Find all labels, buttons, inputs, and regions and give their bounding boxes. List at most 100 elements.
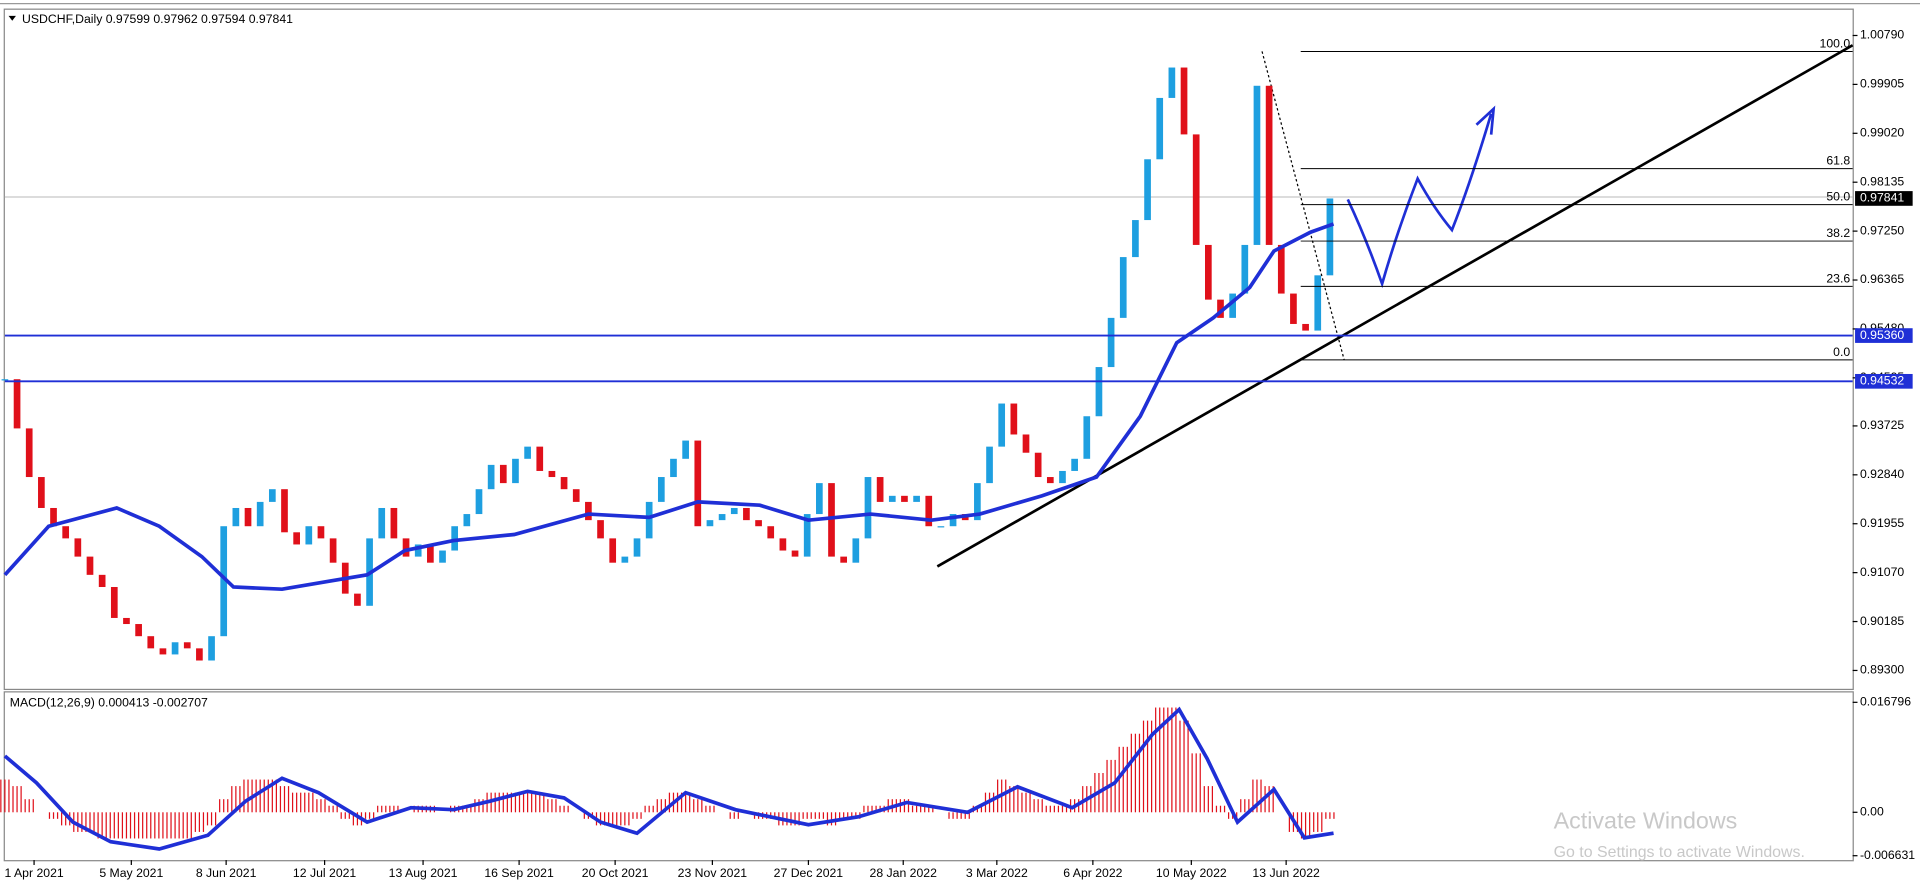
candle <box>451 526 459 551</box>
candle <box>767 526 775 539</box>
watermark-title: Activate Windows <box>1554 807 1738 833</box>
candle <box>1314 275 1322 331</box>
candle <box>98 574 106 588</box>
candle <box>427 544 434 563</box>
candle <box>998 403 1006 447</box>
candle <box>913 495 920 502</box>
y-tick-label: 0.89300 <box>1860 663 1904 677</box>
candle <box>536 446 544 471</box>
x-tick-label: 28 Jan 2022 <box>870 866 938 880</box>
candle <box>852 538 860 563</box>
candle <box>743 507 750 521</box>
candle <box>949 514 957 527</box>
candle <box>706 520 714 527</box>
price-pane-border <box>3 8 1854 691</box>
x-tick-label: 6 Apr 2022 <box>1063 866 1122 880</box>
candle <box>402 538 410 557</box>
candle <box>244 507 252 527</box>
candle <box>110 587 118 618</box>
candle <box>670 458 677 478</box>
candle <box>828 483 835 557</box>
candle <box>803 514 811 557</box>
y-tick-label: 0.91955 <box>1860 516 1904 530</box>
candle <box>925 495 933 527</box>
candle <box>1034 452 1042 478</box>
candle <box>1290 293 1297 324</box>
candle <box>1144 159 1151 221</box>
macd-header: MACD(12,26,9) 0.000413 -0.002707 <box>10 696 208 710</box>
macd-pane-border <box>3 691 1854 862</box>
candle <box>1302 323 1309 331</box>
candle <box>1083 416 1091 459</box>
candle <box>25 428 33 478</box>
candle <box>633 538 641 557</box>
level-tag <box>1855 373 1913 389</box>
y-tick-label: 0.92840 <box>1860 467 1904 481</box>
candle <box>1095 367 1103 417</box>
candle <box>779 538 787 551</box>
candle <box>755 520 762 527</box>
candle <box>159 648 167 655</box>
candle <box>645 501 653 539</box>
candle <box>1277 244 1285 294</box>
candle <box>657 477 665 502</box>
candle <box>354 593 361 606</box>
candle <box>390 507 398 539</box>
fib-label: 23.6 <box>1826 271 1850 285</box>
fib-diagonal <box>1261 51 1345 360</box>
candle <box>50 507 57 527</box>
candle <box>1326 198 1334 276</box>
candle <box>1229 293 1236 318</box>
candle <box>487 464 495 490</box>
candle <box>974 483 981 521</box>
candle <box>305 526 313 545</box>
candle <box>585 501 592 521</box>
candle <box>220 526 228 637</box>
candle <box>1 379 9 381</box>
candle <box>378 507 386 539</box>
level-label: 0.95360 <box>1860 328 1904 342</box>
candle <box>147 636 155 649</box>
x-tick-label: 5 May 2021 <box>99 866 163 880</box>
moving-average <box>3 222 1335 592</box>
candle <box>609 538 617 563</box>
y-tick-label: 0.96365 <box>1860 272 1904 286</box>
candle <box>1168 67 1176 98</box>
x-tick-label: 23 Nov 2021 <box>678 866 748 880</box>
candle <box>13 379 21 429</box>
candle <box>414 544 422 557</box>
candle <box>548 470 556 478</box>
fib-label: 0.0 <box>1833 345 1850 359</box>
candle <box>876 477 884 502</box>
x-tick-label: 3 Mar 2022 <box>966 866 1028 880</box>
candle <box>317 526 325 539</box>
x-tick-label: 16 Sep 2021 <box>484 866 554 880</box>
candle <box>901 495 908 502</box>
candle <box>694 440 702 527</box>
candle <box>268 489 276 502</box>
fib-label: 61.8 <box>1826 154 1850 168</box>
candle <box>1180 67 1188 135</box>
forecast-path <box>1346 113 1493 289</box>
price-tag <box>1855 191 1913 206</box>
candle <box>1217 299 1224 318</box>
candle <box>86 556 94 575</box>
candle <box>463 514 471 527</box>
candle <box>572 489 580 502</box>
candle <box>1059 470 1066 484</box>
y-tick-label: 0.98135 <box>1860 174 1904 188</box>
candle <box>208 636 215 661</box>
menu-arrow[interactable] <box>8 15 16 21</box>
y-tick-label: 0.90185 <box>1860 614 1904 628</box>
y-tick-label: 0.99020 <box>1860 126 1904 140</box>
y-tick-label: 0.93725 <box>1860 418 1904 432</box>
fib-label: 50.0 <box>1826 189 1850 203</box>
candle <box>524 446 531 459</box>
candle <box>256 501 264 527</box>
price-label: 0.97841 <box>1860 191 1904 205</box>
chart-header: USDCHF,Daily 0.97599 0.97962 0.97594 0.9… <box>22 12 293 26</box>
candle <box>183 642 191 649</box>
candle <box>986 446 993 484</box>
